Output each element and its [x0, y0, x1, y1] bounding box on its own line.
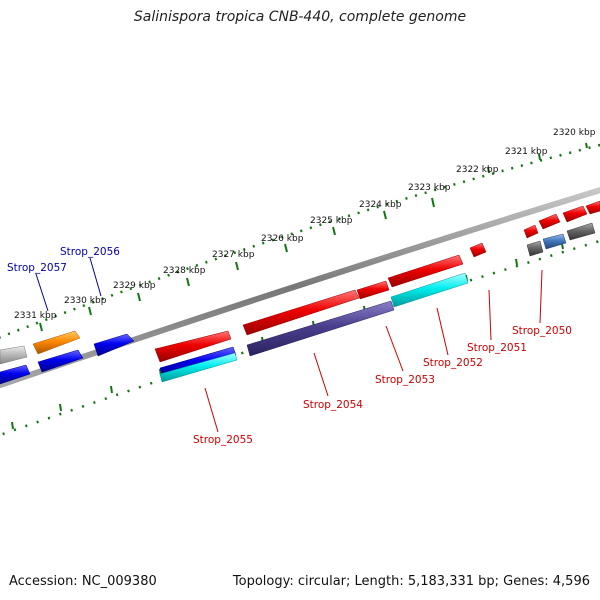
gene-track2-h[interactable]	[566, 222, 596, 241]
scale-tick	[186, 277, 190, 287]
genome-backbone	[0, 187, 600, 389]
map-title: Salinispora tropica CNB-440, complete ge…	[133, 9, 467, 25]
scale-label-2326: 2326 kbp	[261, 234, 304, 244]
gene-track2-c-cyan[interactable]	[159, 352, 238, 383]
gene-right-a[interactable]	[538, 213, 561, 230]
gene-right-b[interactable]	[562, 205, 588, 223]
scale-label-2331: 2331 kbp	[14, 311, 57, 321]
scale-label-2322: 2322 kbp	[456, 165, 499, 175]
leader-strop-2057	[35, 273, 49, 312]
label-strop-2057: Strop_2057	[7, 262, 67, 274]
gene-track2-f[interactable]	[526, 240, 544, 257]
scale-tick	[561, 243, 564, 250]
gene-track2-e[interactable]	[390, 272, 469, 308]
topology-text: Topology: circular; Length: 5,183,331 bp…	[232, 574, 590, 589]
label-strop-2051: Strop_2051	[467, 342, 527, 354]
gene-strop-2057[interactable]	[32, 330, 81, 355]
scale-tick	[383, 210, 387, 220]
scale-tick	[235, 261, 239, 271]
scale-tick	[431, 197, 435, 208]
leader-strop-2055	[204, 387, 219, 433]
label-strop-2054: Strop_2054	[303, 399, 363, 411]
gene-left-edge[interactable]	[0, 345, 28, 365]
scale-label-2323: 2323 kbp	[408, 183, 451, 193]
scale-tick	[585, 142, 588, 149]
scale-label-2328: 2328 kbp	[163, 266, 206, 276]
scale-label-2321: 2321 kbp	[505, 147, 548, 157]
label-strop-2055: Strop_2055	[193, 434, 253, 446]
gene-track2-left[interactable]	[0, 364, 31, 385]
scale-label-2330: 2330 kbp	[64, 296, 107, 306]
scale-tick	[39, 322, 43, 332]
leader-strop-2053	[385, 325, 404, 372]
scale-tick	[515, 258, 518, 266]
label-strop-2056: Strop_2056	[60, 246, 120, 258]
scale-label-2320: 2320 kbp	[553, 128, 596, 138]
reverse-strand-genes	[0, 222, 596, 385]
gene-track2-d[interactable]	[246, 300, 395, 357]
scale-tick	[538, 153, 541, 161]
scale-tick	[137, 292, 141, 302]
leader-strop-2052	[436, 307, 449, 356]
gene-strop-2052[interactable]	[387, 254, 464, 288]
scale-tick	[11, 421, 14, 430]
label-leaders	[35, 257, 543, 433]
gene-strop-2056[interactable]	[93, 333, 135, 357]
gene-strop-2050[interactable]	[523, 224, 539, 239]
gene-strop-2055[interactable]	[154, 330, 232, 363]
scale-labels: 2320 kbp 2321 kbp 2322 kbp 2323 kbp 2324…	[14, 128, 596, 321]
forward-strand-genes	[0, 200, 600, 365]
gene-strop-2054[interactable]	[242, 289, 360, 336]
gene-strop-2051[interactable]	[469, 242, 487, 258]
gene-labels: Strop_2050 Strop_2051 Strop_2052 Strop_2…	[7, 246, 572, 446]
scale-label-2329: 2329 kbp	[113, 281, 156, 291]
scale-label-2324: 2324 kbp	[359, 200, 402, 210]
scale-tick	[110, 385, 113, 394]
scale-tick	[284, 243, 288, 253]
label-strop-2052: Strop_2052	[423, 357, 483, 369]
scale-label-2325: 2325 kbp	[310, 216, 353, 226]
scale-tick	[59, 403, 62, 412]
gene-right-c[interactable]	[585, 200, 600, 215]
scale-label-2327: 2327 kbp	[212, 250, 255, 260]
leader-strop-2054	[313, 352, 329, 397]
scale-tick	[88, 306, 92, 316]
label-strop-2053: Strop_2053	[375, 374, 435, 386]
gene-strop-2053[interactable]	[356, 280, 390, 300]
leader-strop-2050	[539, 269, 543, 324]
leader-strop-2056	[89, 257, 102, 297]
gene-track2-g[interactable]	[542, 233, 567, 250]
scale-tick	[332, 226, 336, 236]
gene-track2-b[interactable]	[37, 349, 84, 373]
accession-text: Accession: NC_009380	[9, 574, 157, 589]
scale-tick	[487, 166, 490, 174]
label-strop-2050: Strop_2050	[512, 325, 572, 337]
leader-strop-2051	[488, 289, 492, 341]
